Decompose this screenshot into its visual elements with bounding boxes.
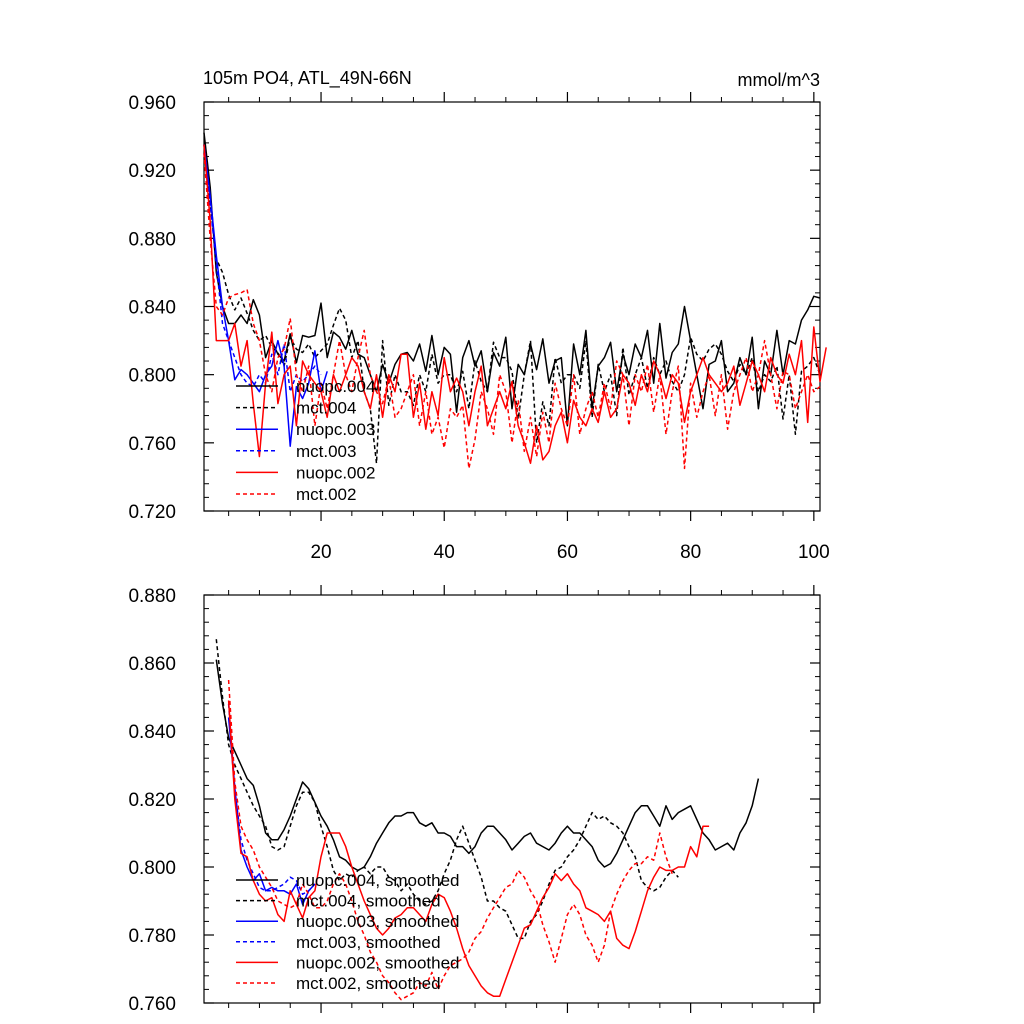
legend-label: mct.002 <box>296 485 356 504</box>
y-tick-label: 0.920 <box>128 161 176 182</box>
legend-label: mct.004 <box>296 399 356 418</box>
legend: nuopc.004 mct.004 nuopc.003 mct.003 nuopc.00… <box>236 377 375 504</box>
legend-label: nuopc.004, smoothed <box>296 871 460 890</box>
y-tick-label: 0.880 <box>128 229 176 250</box>
series-line <box>203 144 821 465</box>
y-tick-label: 0.760 <box>128 434 176 455</box>
x-tick-label: 100 <box>798 542 830 563</box>
bottom-panel: 0.760 0.780 0.800 0.820 0.840 0.860 0.880 nuopc… <box>128 585 821 1015</box>
series-line <box>215 659 760 872</box>
series-line <box>227 703 316 895</box>
y-tick-label: 0.800 <box>128 366 176 387</box>
chart-title: 105m PO4, ATL_49N-66N <box>203 68 412 89</box>
y-tick-label: 0.880 <box>128 586 176 607</box>
legend-label: nuopc.003 <box>296 420 375 439</box>
series-line <box>215 639 679 940</box>
y-tick-label: 0.760 <box>128 994 176 1015</box>
x-tick-label: 40 <box>434 542 455 563</box>
series-line <box>227 700 710 997</box>
y-tick-label: 0.820 <box>128 790 176 811</box>
y-tick-label: 0.800 <box>128 858 176 879</box>
y-tick-label: 0.840 <box>128 298 176 319</box>
legend-label: mct.002, smoothed <box>296 974 441 993</box>
top-panel: 0.720 0.760 0.800 0.840 0.880 0.920 0.960 20 40 6… <box>128 92 830 563</box>
legend-label: nuopc.002 <box>296 463 375 482</box>
series-line <box>203 153 821 470</box>
y-tick-label: 0.780 <box>128 926 176 947</box>
series-line <box>203 153 322 393</box>
legend-label: nuopc.003, smoothed <box>296 912 460 931</box>
legend-label: mct.003 <box>296 442 356 461</box>
units-label: mmol/m^3 <box>738 70 820 90</box>
y-tick-label: 0.860 <box>128 654 176 675</box>
y-tick-label: 0.960 <box>128 93 176 114</box>
x-tick-label: 80 <box>680 542 701 563</box>
y-tick-label: 0.720 <box>128 502 176 523</box>
series-line <box>227 717 316 906</box>
series-line <box>203 132 821 427</box>
legend-label: nuopc.002, smoothed <box>296 953 460 972</box>
y-tick-label: 0.840 <box>128 722 176 743</box>
legend-label: mct.004, smoothed <box>296 892 441 911</box>
x-tick-label: 20 <box>310 542 331 563</box>
legend-label: mct.003, smoothed <box>296 933 441 952</box>
x-tick-label: 60 <box>557 542 578 563</box>
legend-label: nuopc.004 <box>296 377 375 396</box>
